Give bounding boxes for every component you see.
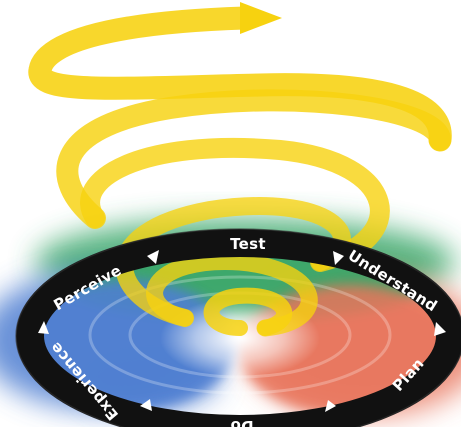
spiral-arrowhead [240, 2, 282, 34]
triangle-marker-icon [434, 322, 446, 336]
triangle-marker-icon [333, 251, 344, 265]
ring-band [16, 229, 461, 427]
triangle-marker-icon [38, 321, 49, 334]
stage-label-test: Test [230, 235, 266, 253]
direction-markers [38, 250, 446, 412]
stage-label-do: Do [230, 417, 253, 427]
triangle-marker-icon [147, 250, 159, 264]
triangle-marker-icon [140, 399, 152, 411]
spiral-arrow-icon [28, 2, 452, 337]
triangle-marker-icon [325, 400, 336, 412]
